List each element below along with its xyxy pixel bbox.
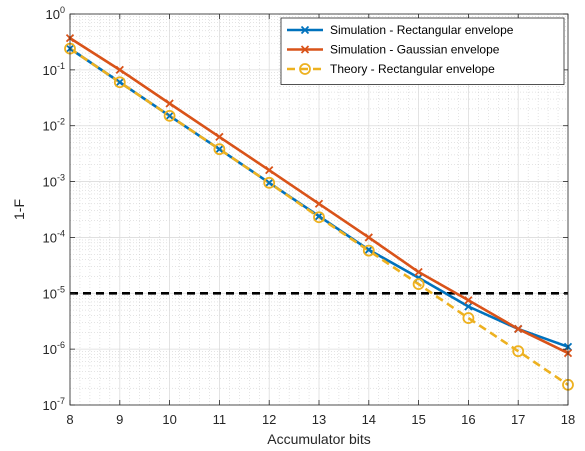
data-point <box>113 76 126 89</box>
data-point <box>265 178 274 187</box>
data-point <box>300 25 310 35</box>
data-point <box>464 296 473 305</box>
series-markers <box>64 33 574 391</box>
data-point <box>362 244 375 257</box>
legend-label: Simulation - Gaussian envelope <box>330 43 500 57</box>
axis-ticks <box>69 13 569 406</box>
data-point <box>313 211 325 224</box>
y-tick-label: 10-4 <box>43 228 65 245</box>
x-tick-label: 11 <box>213 412 227 427</box>
y-tick-label: 10-6 <box>43 340 65 357</box>
data-point <box>115 78 124 87</box>
y-axis-label: 1-F <box>11 199 27 220</box>
data-point <box>314 212 324 221</box>
legend-label: Simulation - Rectangular envelope <box>330 23 514 37</box>
y-tick-label: 10-5 <box>43 284 65 301</box>
data-point <box>314 199 324 208</box>
data-point <box>462 312 475 324</box>
y-tick-label: 10-2 <box>43 117 65 134</box>
x-axis-label: Accumulator bits <box>267 431 370 447</box>
data-point <box>412 278 425 291</box>
data-point <box>364 233 373 242</box>
series-markers-3 <box>64 42 574 391</box>
data-point <box>512 345 525 358</box>
x-tick-label: 18 <box>561 412 575 427</box>
y-tick-label: 100 <box>46 5 65 22</box>
x-tick-label: 8 <box>66 412 73 427</box>
data-point <box>263 176 276 189</box>
y-tick-label: 10-1 <box>43 61 65 78</box>
y-tick-label: 10-3 <box>43 173 65 190</box>
y-tick-labels: 100 10-1 10-2 10-3 10-4 10-5 10-6 10-7 <box>43 5 65 413</box>
data-point <box>213 143 226 156</box>
data-point <box>300 45 310 54</box>
x-tick-label: 17 <box>511 412 525 427</box>
data-point <box>299 63 311 75</box>
x-tick-label: 9 <box>116 412 123 427</box>
data-point <box>215 145 224 154</box>
data-point <box>215 132 224 142</box>
data-point <box>265 166 274 175</box>
data-point <box>165 111 174 121</box>
data-point <box>364 245 373 254</box>
x-tick-label: 16 <box>461 412 475 427</box>
data-point <box>115 65 124 74</box>
data-point <box>464 302 473 311</box>
data-point <box>165 99 174 108</box>
x-tick-label: 15 <box>411 412 425 427</box>
data-point <box>414 267 423 277</box>
x-tick-label: 14 <box>362 412 376 427</box>
data-point <box>514 324 523 334</box>
legend: Simulation - Rectangular envelope Simulat… <box>280 17 565 85</box>
legend-label: Theory - Rectangular envelope <box>330 62 495 76</box>
y-tick-label: 10-7 <box>43 396 65 413</box>
x-tick-labels: 8 9 10 11 12 13 14 15 16 17 18 <box>66 412 575 427</box>
legend-box <box>280 17 565 85</box>
x-tick-label: 10 <box>162 412 176 427</box>
x-tick-label: 12 <box>262 412 276 427</box>
data-point <box>163 109 176 122</box>
x-tick-label: 13 <box>312 412 326 427</box>
